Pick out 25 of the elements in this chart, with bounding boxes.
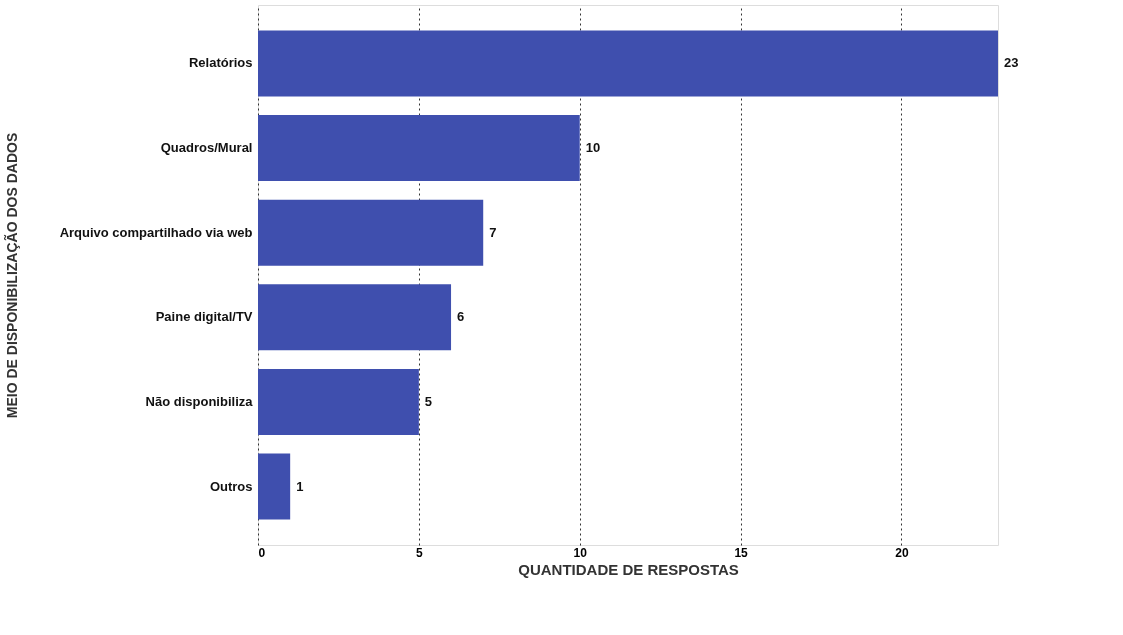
data-label: 10 [585,140,601,156]
data-label: 6 [457,309,465,325]
bar [258,453,291,520]
x-tick-label: 0 [258,545,266,560]
data-label: 7 [489,224,497,240]
x-tick-label: 10 [573,545,588,560]
y-tick-label: Arquivo compartilhado via web [59,224,253,240]
bar [258,199,484,266]
data-label: 5 [424,393,433,409]
x-tick-label: 5 [416,545,424,560]
x-axis-title: QUANTIDADE DE RESPOSTAS [518,560,739,578]
bar [258,368,419,435]
y-axis-title: MEIO DE DISPONIBILIZAÇÃO DOS DADOS [2,132,20,419]
y-tick-label: Paine digital/TV [155,309,253,325]
data-label: 1 [296,478,304,494]
y-tick-label: Relatórios [188,55,253,71]
bar [258,115,580,182]
bar [258,30,998,97]
x-tick-label: 15 [734,545,749,560]
data-label: 23 [1004,55,1019,71]
x-tick-label: 20 [895,545,909,560]
y-tick-label: Não disponibiliza [145,393,254,409]
y-tick-label: Outros [209,478,253,494]
y-tick-label: Quadros/Mural [160,140,253,156]
bar [258,284,452,351]
